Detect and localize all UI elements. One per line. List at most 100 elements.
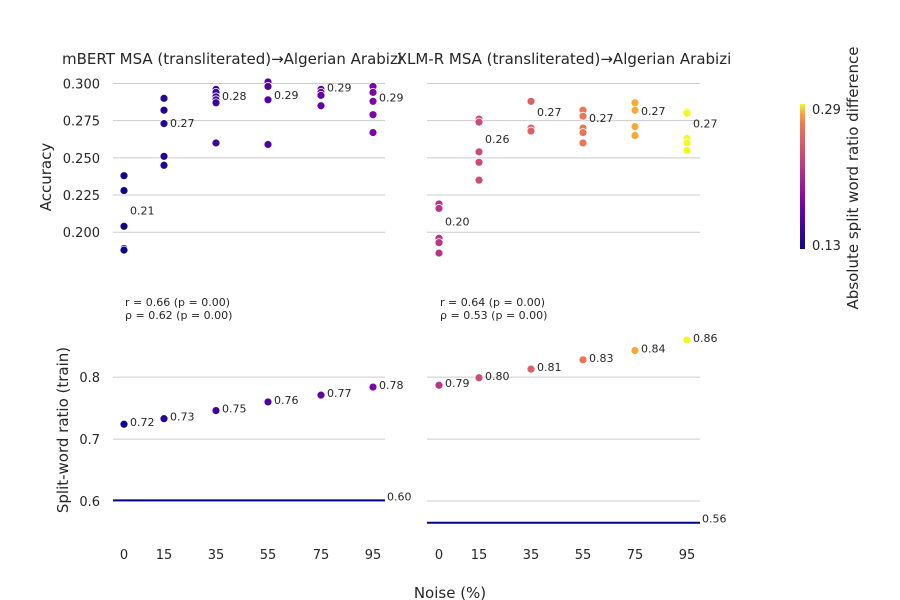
colorbar-min-label: 0.13 <box>812 239 841 254</box>
colorbar-label: Absolute split word ratio difference <box>844 47 862 310</box>
data-point <box>526 364 536 374</box>
mean-label: 0.27 <box>589 112 614 125</box>
correlation-stat: r = 0.64 (p = 0.00) <box>440 296 545 309</box>
y-axis-label-accuracy: Accuracy <box>37 143 55 212</box>
data-point <box>682 145 692 155</box>
data-point <box>578 355 588 365</box>
x-tick-label: 35 <box>523 548 540 563</box>
y-tick-label: 0.225 <box>63 189 100 204</box>
x-tick-label: 0 <box>120 548 128 563</box>
mean-label: 0.27 <box>641 105 666 118</box>
mean-label: 0.29 <box>327 82 352 95</box>
data-point <box>159 105 169 115</box>
x-tick-label: 15 <box>471 548 488 563</box>
data-point <box>263 140 273 149</box>
data-point <box>434 380 444 390</box>
data-point <box>434 248 444 258</box>
data-point <box>630 131 640 140</box>
data-point <box>368 87 378 97</box>
data-point <box>630 98 640 108</box>
data-point <box>119 186 129 195</box>
data-point <box>474 373 484 383</box>
point-label: 0.83 <box>589 352 614 365</box>
y-tick-label: 0.200 <box>63 226 100 241</box>
data-point <box>474 117 484 127</box>
data-point <box>474 157 484 167</box>
correlation-stat: ρ = 0.62 (p = 0.00) <box>125 309 232 322</box>
data-point <box>211 406 221 416</box>
data-point <box>630 105 640 115</box>
mean-label: 0.28 <box>222 90 247 103</box>
mean-label: 0.29 <box>379 91 404 104</box>
data-point <box>474 175 484 185</box>
data-point <box>119 221 129 231</box>
correlation-stat: ρ = 0.53 (p = 0.00) <box>440 309 547 322</box>
data-point <box>119 419 129 429</box>
data-point <box>263 95 273 105</box>
data-point <box>578 128 588 137</box>
data-point <box>316 90 326 100</box>
baseline-label: 0.56 <box>702 513 727 526</box>
point-label: 0.73 <box>170 411 195 424</box>
mean-label: 0.27 <box>170 117 195 130</box>
data-point <box>368 382 378 392</box>
data-point <box>474 147 484 157</box>
data-point <box>159 93 169 103</box>
mean-label: 0.29 <box>274 89 299 102</box>
point-label: 0.72 <box>130 416 155 429</box>
data-point <box>316 390 326 400</box>
point-label: 0.76 <box>274 394 299 407</box>
point-label: 0.81 <box>537 361 562 374</box>
data-point <box>211 98 221 108</box>
data-point <box>526 96 536 106</box>
chart-title-mbert: mBERT MSA (transliterated)→Algerian Arab… <box>62 50 402 68</box>
y-tick-label: 0.6 <box>79 495 100 510</box>
data-point <box>434 238 444 248</box>
data-point <box>119 245 129 255</box>
mean-label: 0.20 <box>445 215 470 228</box>
data-point <box>630 346 640 355</box>
chart-title-xlmr: XLM-R MSA (transliterated)→Algerian Arab… <box>397 50 732 68</box>
mean-label: 0.21 <box>130 204 155 217</box>
point-label: 0.80 <box>485 370 510 383</box>
point-label: 0.78 <box>379 379 404 392</box>
y-tick-label: 0.300 <box>63 77 100 92</box>
x-tick-label: 95 <box>365 548 382 563</box>
point-label: 0.75 <box>222 403 247 416</box>
x-tick-label: 55 <box>575 548 592 563</box>
data-point <box>159 151 169 161</box>
data-point <box>211 138 221 148</box>
x-tick-label: 15 <box>156 548 173 563</box>
y-tick-label: 0.275 <box>63 115 100 130</box>
data-point <box>159 119 169 129</box>
data-point <box>578 111 588 121</box>
x-tick-label: 35 <box>208 548 225 563</box>
x-tick-label: 95 <box>679 548 696 563</box>
x-tick-label: 75 <box>627 548 644 563</box>
y-axis-label-split-ratio: Split-word ratio (train) <box>54 347 72 513</box>
correlation-stat: r = 0.66 (p = 0.00) <box>125 296 230 309</box>
data-point <box>368 128 378 137</box>
x-axis-label: Noise (%) <box>414 584 486 600</box>
data-point <box>630 122 640 131</box>
y-tick-label: 0.7 <box>79 433 100 448</box>
data-point <box>682 335 692 345</box>
mean-label: 0.26 <box>485 133 510 146</box>
gridlines-layer <box>113 82 700 502</box>
data-point <box>159 414 169 424</box>
y-tick-label: 0.250 <box>63 152 100 167</box>
marks-layer <box>113 77 700 524</box>
baseline-label: 0.60 <box>387 490 412 503</box>
data-point <box>682 108 692 118</box>
x-tick-label: 0 <box>435 548 443 563</box>
data-point <box>119 171 129 181</box>
colorbar <box>800 104 805 249</box>
data-point <box>263 397 273 407</box>
data-point <box>682 138 692 148</box>
point-label: 0.86 <box>693 332 718 345</box>
colorbar-max-label: 0.29 <box>812 103 841 118</box>
point-label: 0.84 <box>641 343 666 356</box>
data-point <box>368 110 378 120</box>
